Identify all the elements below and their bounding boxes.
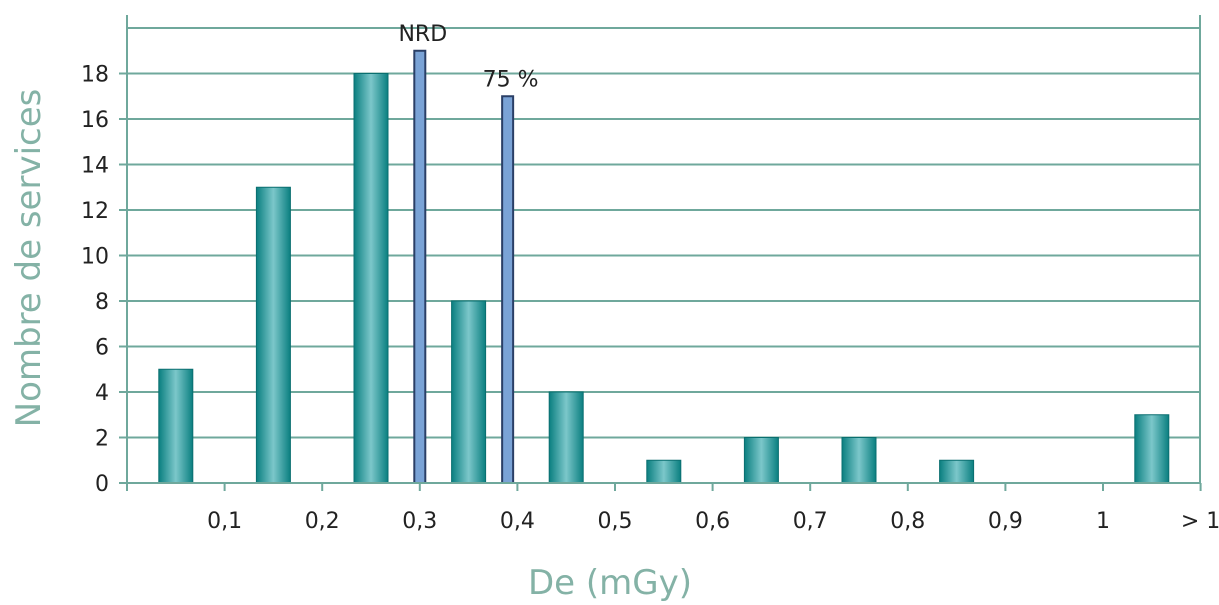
reference-label: NRD [398,22,447,47]
reference-bar [501,95,515,484]
y-tick-label: 14 [81,154,109,179]
grid-lines [127,15,1201,483]
bar [1134,414,1170,484]
bar [353,73,389,484]
y-tick-label: 8 [95,290,109,315]
x-tick-label: 0,3 [402,509,437,534]
reference-label: 75 % [483,67,539,92]
x-tick-label: 0,4 [500,509,535,534]
y-tick-label: 16 [81,108,109,133]
bar [646,459,682,484]
x-axis-title: De (mGy) [528,563,692,603]
bar [743,437,779,484]
x-tick-label: 0,5 [598,509,633,534]
bar [841,437,877,484]
x-tick-label: 0,8 [890,509,925,534]
axes [119,15,1202,491]
y-axis-title: Nombre de services [9,89,49,428]
tick-labels: 0 2 4 6 8 10 12 14 16 18 0,1 0,2 0,3 0,4 0,5 0,6 0,7 0,8 0… [81,22,1219,534]
x-tick-label: > 1 [1181,509,1219,534]
x-tick-label: 0,6 [695,509,730,534]
bar [548,391,584,484]
x-tick-label: 1 [1096,509,1110,534]
y-tick-label: 6 [95,336,109,361]
y-tick-label: 12 [81,199,109,224]
bar [939,459,975,484]
bar [255,186,291,484]
bar [158,368,194,484]
bars [158,73,1170,484]
y-tick-label: 18 [81,63,109,88]
y-tick-label: 0 [95,472,109,497]
reference-bar [413,49,427,484]
x-tick-label: 0,1 [207,509,242,534]
y-tick-label: 2 [95,427,109,452]
y-tick-label: 4 [95,381,109,406]
y-tick-label: 10 [81,245,109,270]
bar [451,300,487,484]
x-tick-label: 0,7 [793,509,828,534]
x-tick-label: 0,9 [988,509,1023,534]
x-tick-label: 0,2 [305,509,340,534]
